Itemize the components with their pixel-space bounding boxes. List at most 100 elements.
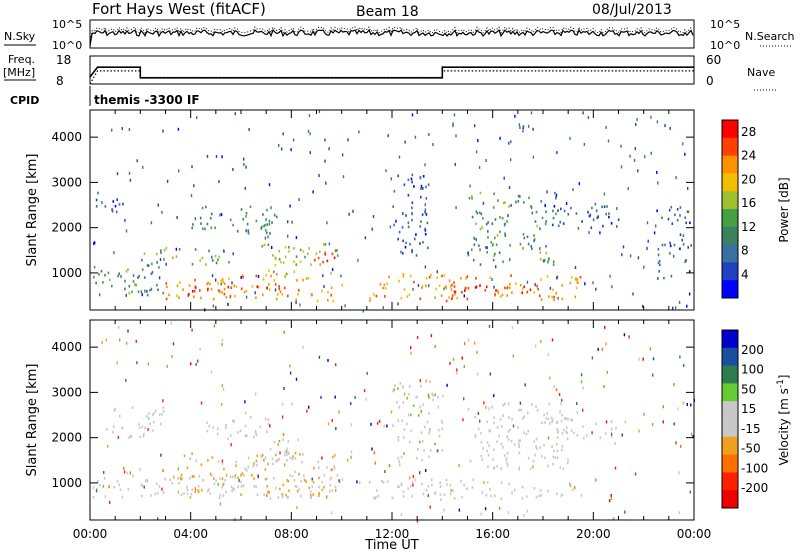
power-cell — [592, 218, 595, 222]
power-cell — [240, 287, 243, 291]
velocity-cell — [506, 464, 509, 467]
power-cell — [127, 268, 129, 271]
velocity-cell — [496, 426, 499, 429]
colorbar-tick-label: 50 — [741, 382, 756, 396]
power-cell — [519, 195, 521, 198]
velocity-cell — [311, 477, 313, 481]
velocity-cell — [240, 493, 242, 496]
power-cell — [223, 292, 226, 296]
power-cell — [411, 218, 413, 222]
power-cell — [278, 249, 280, 253]
power-cell — [533, 291, 536, 294]
velocity-cell — [183, 454, 186, 458]
power-cell — [588, 231, 590, 235]
power-cell — [404, 140, 406, 144]
power-cell — [280, 147, 283, 151]
power-cell — [251, 285, 254, 288]
velocity-cell — [519, 401, 522, 405]
velocity-cell — [318, 466, 320, 469]
velocity-cell — [442, 394, 444, 398]
velocity-cell — [191, 475, 194, 478]
power-cell — [452, 124, 454, 128]
velocity-cell — [512, 424, 515, 428]
power-cell — [559, 220, 561, 224]
velocity-cell — [471, 486, 474, 489]
power-cell — [129, 178, 132, 182]
velocity-cell — [377, 421, 379, 425]
power-cell — [576, 279, 578, 283]
velocity-cell — [269, 496, 272, 500]
velocity-cell — [561, 448, 563, 452]
velocity-cell — [466, 487, 468, 490]
power-cell — [523, 236, 526, 240]
velocity-cell — [229, 475, 232, 479]
velocity-cell — [333, 454, 336, 457]
velocity-cell — [153, 420, 155, 424]
power-cell — [150, 287, 153, 291]
velocity-cell — [511, 491, 513, 495]
velocity-cell — [566, 431, 568, 435]
power-cell — [486, 251, 488, 254]
power-cell — [93, 242, 95, 246]
velocity-cell — [498, 506, 501, 510]
power-cell — [545, 245, 547, 248]
power-cell — [255, 274, 258, 278]
power-cell — [499, 136, 501, 140]
velocity-cell — [156, 491, 159, 495]
velocity-cell — [219, 477, 221, 480]
velocity-cell — [498, 434, 500, 438]
velocity-cell — [386, 480, 389, 483]
velocity-cell — [432, 398, 434, 402]
velocity-cell — [225, 426, 227, 430]
power-cell — [93, 275, 95, 279]
velocity-cell — [116, 361, 118, 365]
power-cell — [499, 216, 501, 219]
velocity-cell — [299, 453, 301, 456]
velocity-cell — [109, 500, 111, 504]
power-cell — [657, 261, 660, 265]
velocity-cell — [145, 479, 148, 482]
colorbar-swatch — [722, 436, 738, 456]
power-cell — [534, 220, 537, 223]
power-cell — [479, 191, 482, 195]
power-cell — [213, 297, 215, 301]
velocity-cell — [487, 453, 490, 457]
velocity-cell — [489, 488, 491, 491]
velocity-cell — [441, 449, 444, 452]
velocity-cell — [147, 428, 149, 431]
velocity-cell — [213, 482, 216, 486]
velocity-cell — [580, 373, 583, 377]
velocity-cell — [483, 481, 485, 485]
power-cell — [146, 293, 149, 297]
velocity-cell — [394, 384, 396, 387]
power-cell — [526, 235, 529, 238]
velocity-cell — [521, 496, 524, 500]
power-cell — [295, 263, 298, 266]
power-cell — [328, 147, 330, 151]
velocity-cell — [157, 517, 159, 521]
velocity-cell — [485, 405, 487, 409]
velocity-cell — [388, 464, 391, 468]
colorbar-swatch — [722, 244, 738, 263]
power-cell — [497, 291, 500, 295]
power-cell — [124, 287, 126, 291]
power-cell — [425, 213, 428, 216]
power-cell — [231, 281, 233, 285]
power-cell — [632, 292, 634, 296]
power-cell — [441, 274, 443, 278]
velocity-cell — [246, 434, 248, 437]
power-cell — [280, 260, 282, 264]
power-cell — [533, 238, 536, 241]
power-cell — [528, 196, 530, 200]
velocity-cell — [456, 368, 458, 372]
velocity-cell — [333, 465, 335, 468]
colorbar-swatch — [722, 472, 738, 491]
velocity-cell — [266, 484, 268, 488]
velocity-cell — [479, 419, 481, 423]
power-cell — [384, 287, 387, 290]
power-cell — [464, 287, 467, 290]
power-cell — [319, 250, 321, 254]
velocity-cell — [305, 480, 307, 483]
velocity-cell — [386, 424, 388, 428]
